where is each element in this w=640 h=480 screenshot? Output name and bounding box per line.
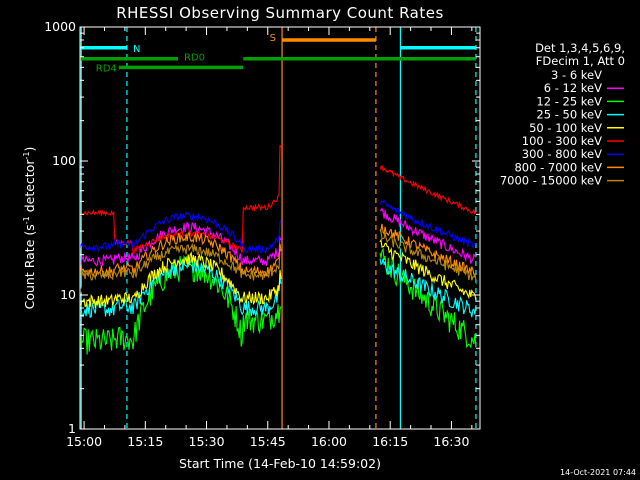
- flag-label-n: N: [133, 44, 140, 55]
- legend-header-line-1: Det 1,3,4,5,6,9,: [535, 41, 625, 55]
- plot-frame: [79, 26, 481, 430]
- y-tick-label: 100: [52, 153, 76, 168]
- flag-label-s: S: [270, 33, 276, 44]
- legend-label: 25 - 50 keV: [536, 108, 602, 122]
- series-line-12-25-kev-b: [379, 247, 477, 349]
- x-tick-label: 15:30: [189, 434, 225, 449]
- y-tick-label: 10: [60, 287, 76, 302]
- x-tick-label: 16:00: [311, 434, 347, 449]
- series-line-100-300-kev-b: [379, 165, 477, 216]
- y-tick-label: 1000: [44, 19, 76, 34]
- chart-title: RHESSI Observing Summary Count Rates: [116, 4, 444, 22]
- series-line-25-50-kev-a: [79, 259, 282, 319]
- flag-label-rd4: RD4: [96, 63, 117, 74]
- series-line-12-25-kev-a: [79, 254, 282, 355]
- flag-label-rd0: RD0: [184, 53, 205, 64]
- x-tick-label: 15:45: [250, 434, 286, 449]
- series-line-7000-15000-kev-b: [379, 229, 477, 281]
- legend-label: 12 - 25 keV: [536, 94, 602, 108]
- series-line-300-800-kev-a: [79, 210, 282, 255]
- series-line-6-12-kev-b: [379, 207, 477, 264]
- x-tick-label: 16:15: [372, 434, 408, 449]
- x-tick-label: 16:30: [433, 434, 469, 449]
- legend-label: 7000 - 15000 keV: [500, 174, 602, 188]
- series-line-100-300-kev-a: [80, 144, 282, 254]
- plot-area: N RD0 RD4 S: [79, 27, 477, 429]
- x-tick-label: 15:00: [66, 434, 102, 449]
- series-line-25-50-kev-b: [379, 258, 477, 318]
- y-tick-label: 1: [68, 421, 76, 436]
- series-line-300-800-kev-b: [379, 200, 477, 249]
- legend: Det 1,3,4,5,6,9, FDecim 1, Att 0 3 - 6 k…: [500, 41, 625, 188]
- series-line-7000-15000-kev-a: [79, 242, 282, 281]
- legend-label: 6 - 12 keV: [544, 81, 602, 95]
- axis-ticks: 15:00 15:15 15:30 15:45 16:00 16:15 16:30 1 10 10…: [44, 19, 480, 449]
- x-tick-label: 15:15: [127, 434, 163, 449]
- footer-timestamp: 14-Oct-2021 07:44: [560, 468, 636, 477]
- series-line-6-12-kev-a: [79, 221, 282, 268]
- y-axis-label: Count Rate (s-1 detector-1): [22, 147, 37, 310]
- legend-label: 100 - 300 keV: [522, 134, 602, 148]
- legend-header-line-2: FDecim 1, Att 0: [536, 54, 625, 68]
- legend-label: 3 - 6 keV: [551, 68, 602, 82]
- series-line-800-7000-kev-b: [379, 223, 477, 278]
- legend-label: 800 - 7000 keV: [514, 160, 602, 174]
- series-line-50-100-kev-b: [379, 238, 477, 301]
- axes: [79, 26, 481, 430]
- x-axis-label: Start Time (14-Feb-10 14:59:02): [179, 456, 381, 471]
- series-line-50-100-kev-a: [79, 251, 282, 308]
- legend-label: 50 - 100 keV: [529, 121, 602, 135]
- series-line-3-6-kev-b: [379, 229, 477, 291]
- series-line-3-6-kev-a: [79, 249, 282, 294]
- legend-label: 300 - 800 keV: [522, 147, 602, 161]
